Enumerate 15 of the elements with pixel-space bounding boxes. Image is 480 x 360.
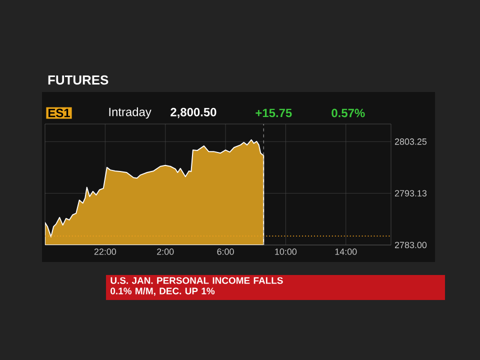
text: U.S. JAN. PERSONAL INCOME FALLS 0.1% M/M, DEC. UP 1% [110,277,283,296]
x-tick-label: 6:00 [217,248,234,255]
y-tick-label: 2793.13 [394,190,427,196]
x-tick-label: 10:00 [275,248,297,255]
chart-title: FUTURES [48,75,108,85]
x-tick-label: 2:00 [157,248,174,255]
text: ES1 [48,108,70,118]
text: +15.75 [256,108,292,118]
text: Intraday [109,107,152,119]
y-tick-label: 2803.25 [394,138,427,145]
x-tick-label: 22:00 [94,248,116,255]
y-tick-label: 2783.00 [394,242,427,248]
text: 0.57% [332,108,365,118]
x-tick-label: 14:00 [335,248,357,255]
text: 2,800.50 [170,108,216,118]
